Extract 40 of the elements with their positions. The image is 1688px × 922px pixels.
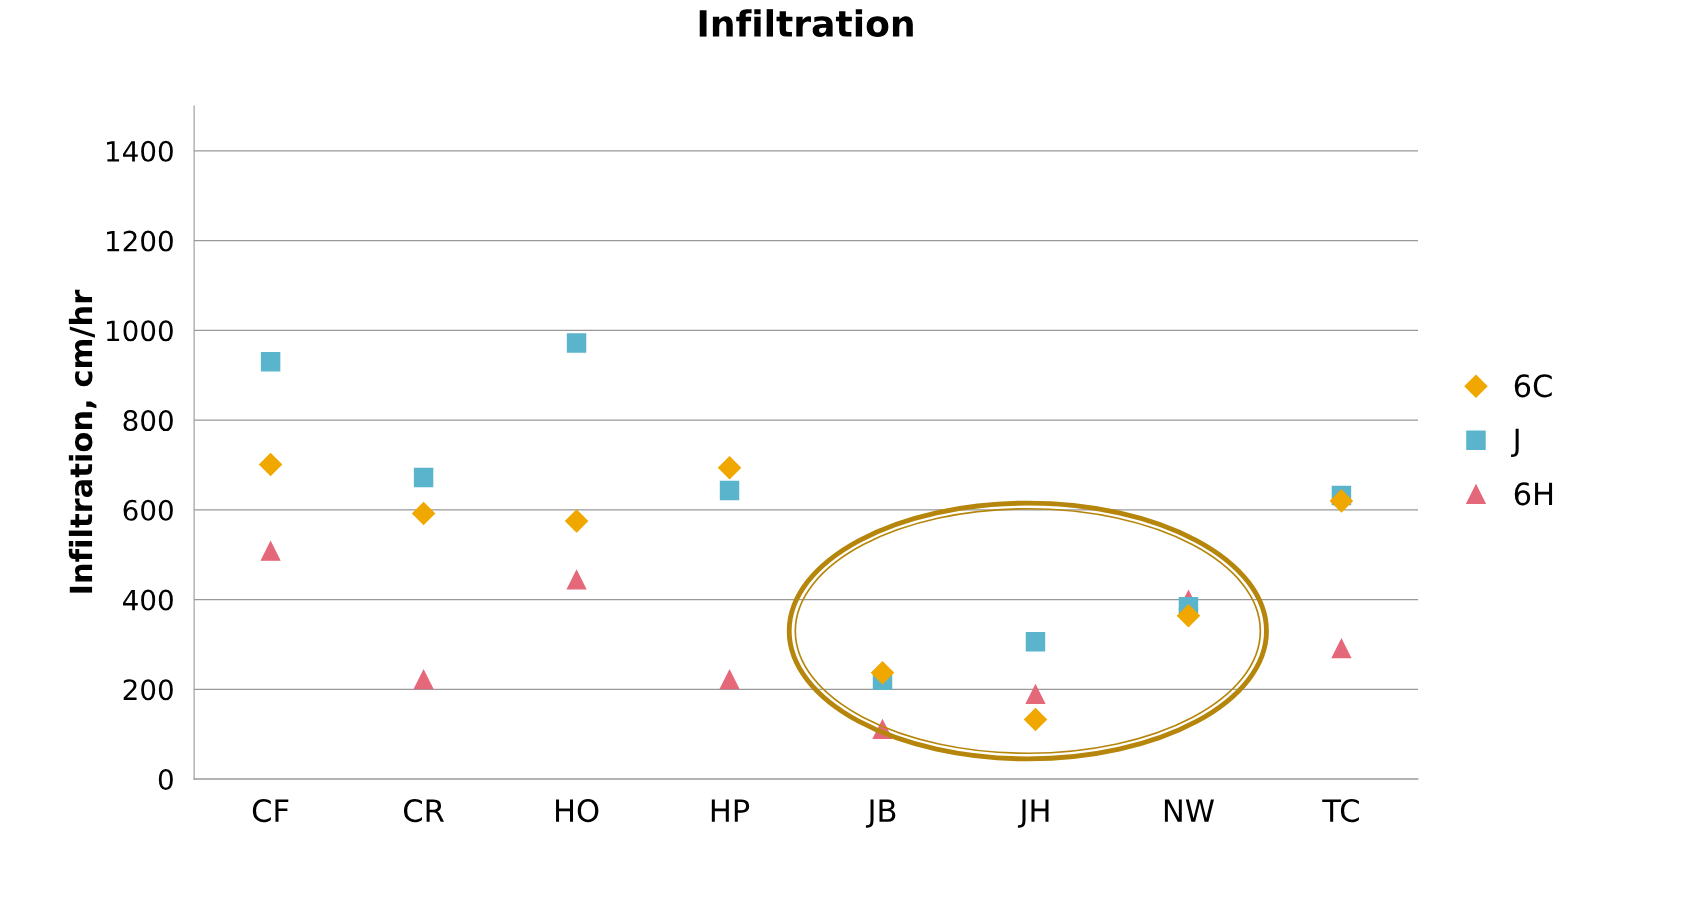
point [718, 456, 742, 480]
y-tick-label: 1000 [107, 320, 173, 342]
chart-title: Infiltration [699, 9, 913, 38]
legend-label: 6H [1514, 482, 1553, 506]
x-tick-label: HP [711, 799, 750, 822]
legend-label: J [1511, 428, 1519, 458]
x-tick-label: CR [404, 799, 444, 823]
point [413, 669, 434, 690]
point [566, 570, 587, 590]
point [1329, 489, 1353, 513]
point [565, 509, 589, 533]
point [719, 669, 740, 690]
x-tick-label: JB [865, 799, 896, 828]
point [1331, 638, 1352, 659]
point [719, 480, 740, 501]
y-tick-label: 800 [123, 410, 173, 432]
legend-label: 6C [1514, 374, 1552, 398]
y-tick-label: 400 [123, 589, 173, 611]
point [1176, 604, 1200, 628]
point [566, 333, 587, 353]
x-tick-label: CF [252, 799, 289, 823]
x-tick-label: NW [1164, 799, 1214, 822]
point [413, 467, 434, 488]
y-tick-label: 1400 [107, 140, 173, 162]
y-tick-label: 0 [158, 769, 173, 791]
y-tick-label: 200 [123, 679, 173, 701]
point [871, 661, 895, 685]
point [1025, 684, 1046, 705]
y-axis-title: Infiltration, cm/hr [68, 289, 97, 593]
y-tick-label: 1200 [107, 230, 173, 252]
point [259, 453, 283, 477]
point [1023, 707, 1047, 731]
point [1025, 632, 1046, 652]
point [260, 541, 281, 561]
x-tick-label: HO [556, 799, 599, 823]
point [260, 352, 281, 372]
x-tick-label: JH [1017, 799, 1049, 828]
x-tick-label: TC [1322, 799, 1359, 823]
point [412, 501, 436, 525]
y-tick-label: 600 [123, 499, 173, 521]
